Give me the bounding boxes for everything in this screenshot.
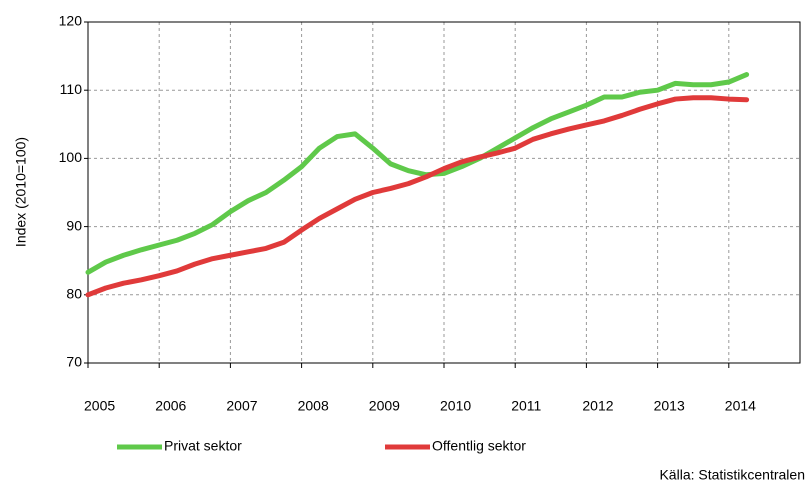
series-line xyxy=(85,95,750,298)
x-tick-label: 2005 xyxy=(84,398,115,414)
x-tick-label: 2008 xyxy=(298,398,329,414)
x-tick-label: 2009 xyxy=(369,398,400,414)
y-tick-label: 100 xyxy=(59,149,83,165)
legend-label: Offentlig sektor xyxy=(432,438,526,454)
x-tick-label: 2011 xyxy=(511,398,541,414)
x-tick-label: 2007 xyxy=(226,398,257,414)
x-tick-label: 2006 xyxy=(155,398,186,414)
y-tick-label: 120 xyxy=(59,13,83,29)
series-line xyxy=(85,72,750,275)
source: Källa: Statistikcentralen xyxy=(659,467,805,483)
y-tick-label: 80 xyxy=(66,286,82,302)
y-tick-label: 90 xyxy=(66,217,82,233)
x-tick-label: 2010 xyxy=(440,398,471,414)
y-tick-label: 70 xyxy=(66,354,82,370)
x-tick-label: 2013 xyxy=(654,398,685,414)
plot-frame xyxy=(87,21,801,364)
y-tick-label: 110 xyxy=(60,81,83,97)
x-tick-label: 2012 xyxy=(582,398,613,414)
legend-label: Privat sektor xyxy=(164,438,242,454)
y-axis-label: Index (2010=100) xyxy=(13,137,29,247)
x-tick-label: 2014 xyxy=(725,398,756,414)
